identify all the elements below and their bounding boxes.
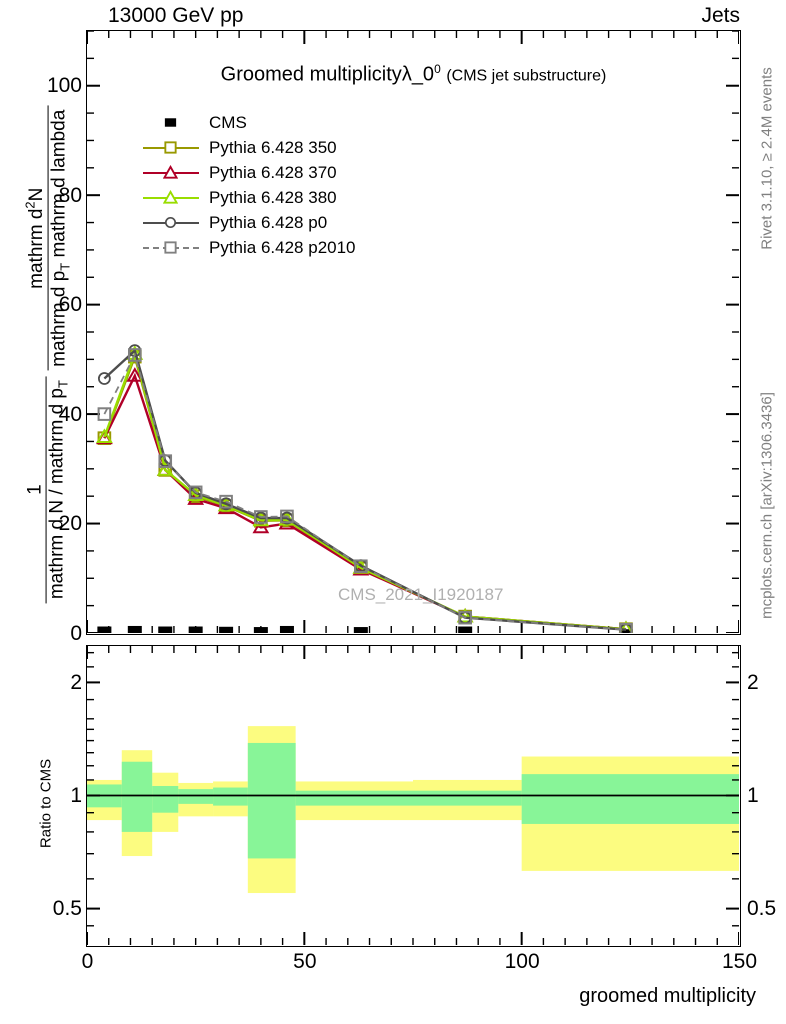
ratio-plot-panel [86, 645, 741, 947]
legend-item[interactable]: Pythia 6.428 350 [143, 135, 356, 160]
y-label-num-text: mathrm d [25, 208, 47, 289]
legend-label: Pythia 6.428 350 [209, 137, 337, 157]
legend-key-triangle-icon [143, 187, 199, 209]
plot-title-sub: (CMS jet substructure) [446, 67, 607, 85]
main-plot-svg [87, 31, 740, 634]
plot-title-main: Groomed multiplicity [220, 63, 402, 86]
main-plot-area [87, 31, 740, 634]
y-label-prefix-den: mathrm d N / mathrm d pT [46, 376, 72, 604]
plot-title-symbol-sup: 0 [434, 62, 441, 76]
legend-label: CMS [209, 112, 247, 132]
y-tick-label-ratio-right: 2 [747, 670, 759, 694]
y-tick-label-ratio-left: 1 [70, 784, 82, 807]
x-tick-label: 50 [293, 950, 317, 973]
y-label-den-tail: mathrm d lambda [48, 109, 70, 263]
legend-key-square-icon [143, 137, 199, 159]
y-tick-label-ratio-right: 1 [747, 784, 759, 807]
ratio-plot-area [87, 646, 740, 946]
y-label-prefix-fraction: 1 mathrm d N / mathrm d pT [24, 376, 72, 604]
legend-key-square-icon [143, 237, 199, 259]
legend-key-circle-icon [143, 212, 199, 234]
legend-item[interactable]: Pythia 6.428 p2010 [143, 235, 356, 260]
rivet-version-caption: Rivet 3.1.10, ≥ 2.4M events [758, 67, 776, 250]
y-label-num-sup: 2 [22, 201, 38, 209]
mcplots-source-caption: mcplots.cern.ch [arXiv:1306.3436] [758, 392, 776, 619]
x-axis-label: groomed multiplicity [579, 985, 756, 1007]
y-tick-label-ratio-right: 0.5 [747, 897, 777, 921]
legend-marker-icon [164, 117, 177, 127]
x-tick-label: 100 [504, 950, 540, 973]
y-label-prefix-den-sub: T [55, 380, 71, 388]
legend-marker-icon [163, 164, 178, 179]
legend: CMS Pythia 6.428 350 Pythia 6.428 370 Pythi… [143, 110, 356, 260]
beam-energy-label: 13000 GeV pp [108, 4, 244, 27]
legend-item[interactable]: Pythia 6.428 370 [143, 160, 356, 185]
y-label-prefix-den-text: mathrm d N / mathrm d p [47, 387, 69, 600]
main-y-axis-label: 1 mathrm d N / mathrm d pT mathrm d2N ma… [22, 54, 73, 654]
x-tick-label: 0 [81, 950, 94, 973]
analysis-category-label: Jets [701, 4, 740, 27]
analysis-id-watermark: CMS_2021_I1920187 [338, 585, 504, 604]
ratio-plot-svg [87, 646, 740, 945]
legend-key-triangle-icon [143, 162, 199, 184]
legend-marker-icon [163, 189, 178, 204]
legend-key-square-filled-icon [143, 112, 199, 134]
y-label-num-tail: N [25, 187, 47, 202]
legend-label: Pythia 6.428 p2010 [209, 237, 356, 257]
y-label-num: mathrm d2N [22, 106, 48, 371]
plot-title: Groomed multiplicityλ_00 (CMS jet substr… [86, 62, 741, 87]
x-tick-label: 150 [721, 950, 758, 973]
y-label-prefix-num: 1 [24, 484, 46, 495]
y-label-den-text: mathrm d p [48, 270, 70, 367]
legend-label: Pythia 6.428 380 [209, 187, 337, 207]
y-label-den-sub: T [56, 262, 72, 271]
legend-label: Pythia 6.428 p0 [209, 212, 328, 232]
legend-item[interactable]: CMS [143, 110, 356, 135]
main-plot-panel [86, 30, 741, 635]
legend-marker-icon [164, 240, 177, 254]
legend-item[interactable]: Pythia 6.428 p0 [143, 210, 356, 235]
legend-marker-icon [164, 140, 177, 154]
y-label-den: mathrm d pT mathrm d lambda [47, 105, 73, 371]
legend-item[interactable]: Pythia 6.428 380 [143, 185, 356, 210]
y-label-main-fraction: mathrm d2N mathrm d pT mathrm d lambda [22, 105, 73, 371]
legend-label: Pythia 6.428 370 [209, 162, 337, 182]
legend-marker-icon [164, 216, 177, 228]
y-tick-label-ratio-left: 0.5 [52, 897, 82, 921]
plot-title-symbol: λ_0 [401, 63, 435, 86]
ratio-y-axis-label: Ratio to CMS [37, 758, 55, 849]
y-tick-label-ratio-left: 2 [70, 670, 82, 694]
